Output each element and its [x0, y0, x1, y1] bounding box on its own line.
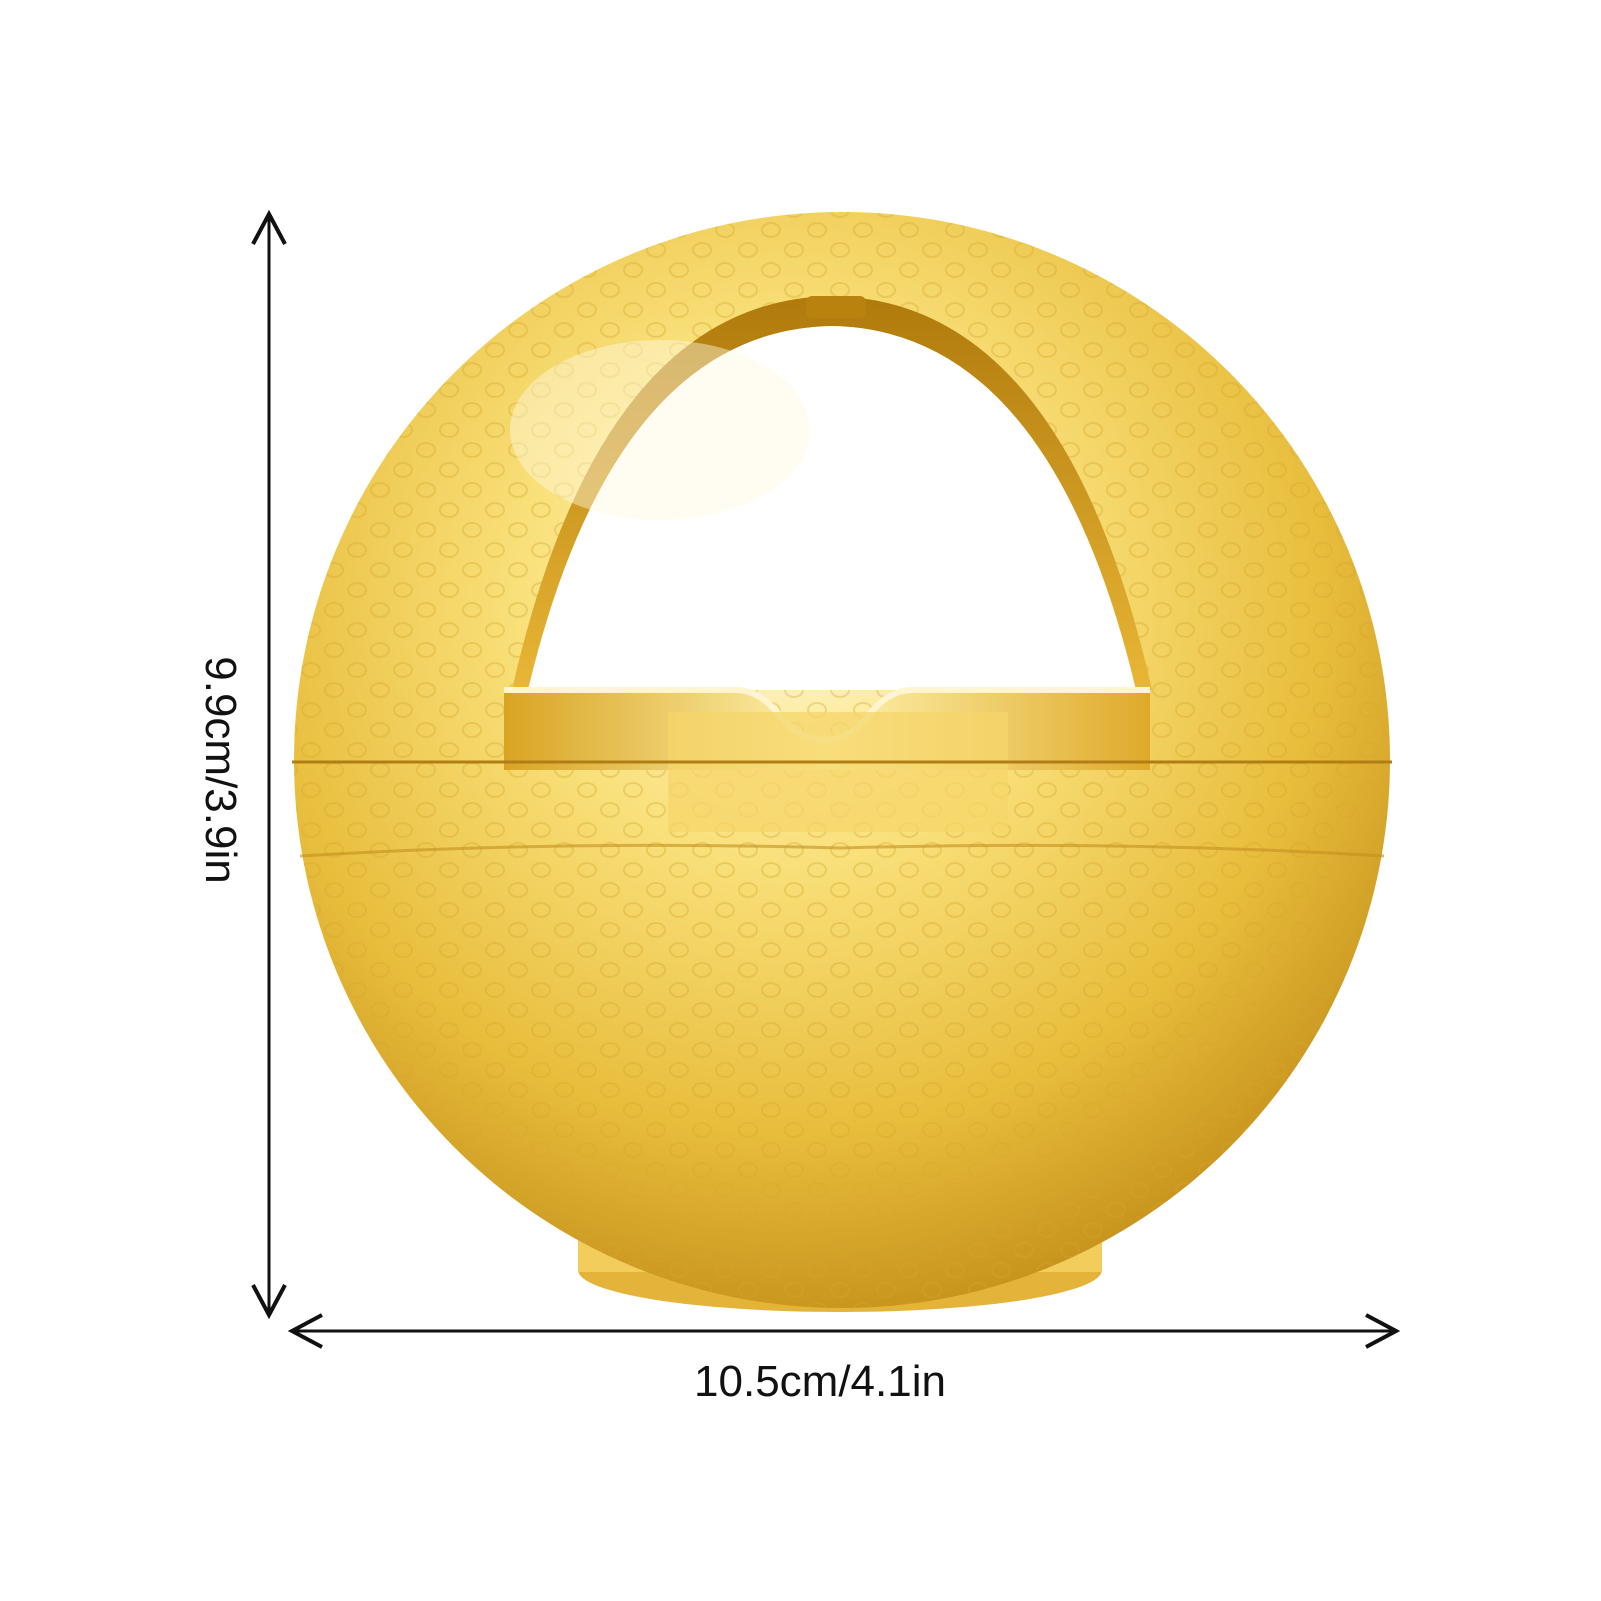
- height-arrow-icon: [251, 209, 287, 1320]
- golf-ball-ashtray: [292, 212, 1392, 1308]
- inner-bowl: [504, 687, 1150, 832]
- width-arrow-icon: [287, 1313, 1401, 1349]
- height-dimension-label: 9.9cm/3.9in: [196, 656, 245, 884]
- width-dimension-label: 10.5cm/4.1in: [694, 1357, 946, 1406]
- hinge-hole: [806, 296, 866, 318]
